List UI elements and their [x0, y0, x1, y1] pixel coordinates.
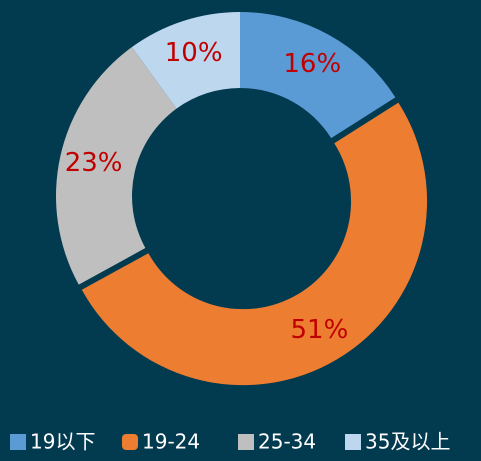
- data-label: 23%: [65, 148, 123, 178]
- donut-slice: [55, 47, 177, 285]
- legend-label: 25-34: [258, 430, 316, 454]
- legend-swatch: [345, 434, 361, 450]
- data-label: 51%: [291, 315, 349, 345]
- donut-slice: [240, 12, 396, 139]
- legend-swatch: [238, 434, 254, 450]
- legend-label: 19-24: [142, 430, 200, 454]
- legend-label: 19以下: [30, 430, 95, 454]
- legend-swatch: [10, 434, 26, 450]
- donut-slice: [131, 12, 240, 109]
- legend-label: 35及以上: [365, 430, 450, 454]
- data-label: 10%: [165, 38, 223, 68]
- data-label: 16%: [283, 49, 341, 79]
- legend-swatch: [122, 434, 138, 450]
- donut-slice: [81, 102, 428, 386]
